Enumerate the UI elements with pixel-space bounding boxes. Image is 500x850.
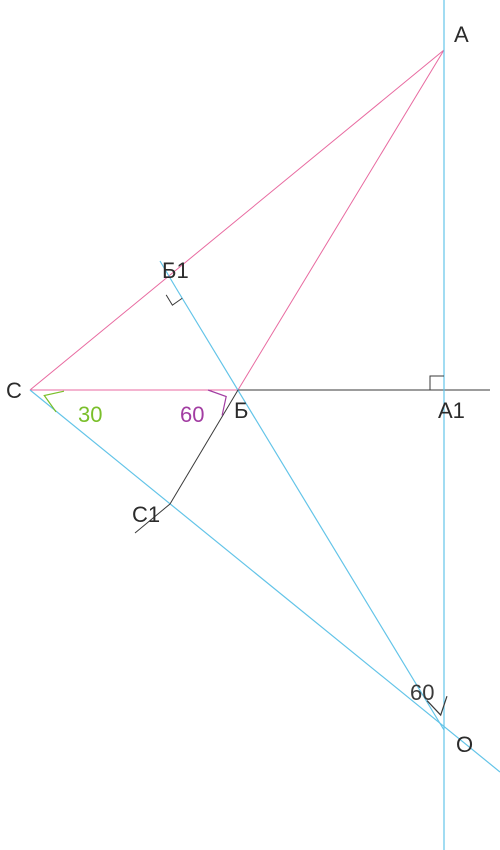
- point-label-C: С: [6, 378, 22, 403]
- point-label-C1: С1: [132, 502, 160, 527]
- point-label-A: А: [454, 22, 469, 47]
- diagram-background: [0, 0, 500, 850]
- angle-label: 60: [180, 402, 204, 427]
- geometry-diagram: 30 60 60 А А1 Б Б1 С С1 О: [0, 0, 500, 850]
- angle-label: 60: [410, 680, 434, 705]
- point-label-O: О: [456, 732, 473, 757]
- point-label-B: Б: [234, 398, 248, 423]
- angle-label: 30: [78, 402, 102, 427]
- point-label-B1: Б1: [162, 258, 189, 283]
- point-label-A1: А1: [438, 398, 465, 423]
